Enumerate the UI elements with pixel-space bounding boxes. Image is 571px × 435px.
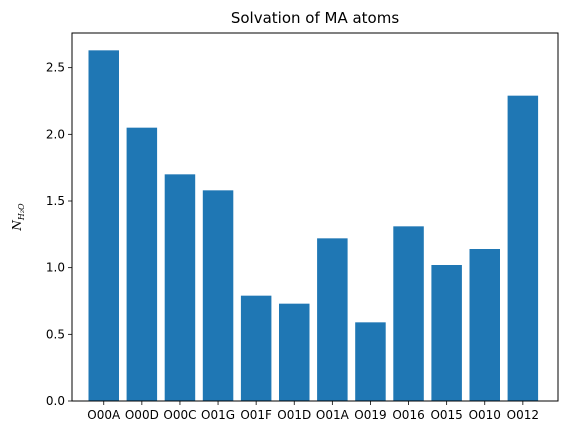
x-tick-label: O01A	[316, 408, 350, 422]
y-tick-label: 2.5	[46, 61, 65, 75]
y-tick-label: 0.0	[46, 394, 65, 408]
x-axis: O00A O00D O00C O01G O01F O01D O01A O019 O016 O015…	[87, 401, 539, 422]
bar-O01A	[317, 238, 348, 401]
bars-group	[88, 50, 539, 402]
y-axis-label-main: N	[10, 220, 24, 232]
x-tick-label: O015	[430, 408, 462, 422]
x-tick-label: O01G	[201, 408, 235, 422]
x-tick-label: O010	[469, 408, 501, 422]
bar-O019	[355, 322, 386, 401]
bar-O012	[507, 95, 539, 402]
bar-O00D	[126, 127, 158, 402]
x-tick-label: O00C	[163, 408, 196, 422]
y-axis-label-subscript: H₂O	[17, 203, 26, 221]
y-axis: 0.0 0.5 1.0 1.5 2.0 2.5	[46, 61, 72, 408]
x-tick-label: O00A	[87, 408, 121, 422]
plot-frame	[71, 32, 559, 402]
x-tick-label: O01F	[240, 408, 272, 422]
x-tick-label: O012	[507, 408, 539, 422]
x-tick-label: O00D	[125, 408, 159, 422]
y-tick-label: 1.0	[46, 261, 65, 275]
bar-O010	[469, 249, 500, 401]
x-tick-label: O019	[354, 408, 386, 422]
bar-O00A	[88, 50, 119, 401]
x-tick-label: O01D	[277, 408, 311, 422]
bar-O01D	[279, 303, 310, 401]
bar-O016	[393, 226, 424, 401]
bar-O01F	[240, 295, 272, 401]
y-axis-label: NH₂O	[10, 203, 26, 232]
chart-title: Solvation of MA atoms	[231, 9, 399, 27]
x-tick-label: O016	[392, 408, 424, 422]
bar-O00C	[164, 174, 196, 401]
bar-O015	[431, 265, 462, 401]
y-tick-label: 1.5	[46, 194, 65, 208]
y-tick-label: 2.0	[46, 127, 65, 141]
y-tick-label: 0.5	[46, 327, 65, 341]
bar-O01G	[202, 190, 234, 401]
